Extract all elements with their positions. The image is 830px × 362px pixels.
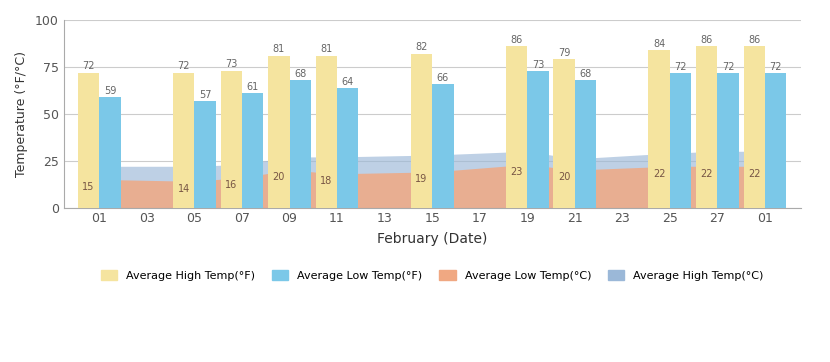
Bar <box>337 88 359 207</box>
Bar <box>765 72 786 207</box>
Text: 23: 23 <box>510 167 523 177</box>
Text: 82: 82 <box>415 42 427 52</box>
Text: 73: 73 <box>532 60 544 70</box>
Legend: Average High Temp(°F), Average Low Temp(°F), Average Low Temp(°C), Average High : Average High Temp(°F), Average Low Temp(… <box>96 266 769 285</box>
Text: 61: 61 <box>247 82 259 92</box>
Text: 81: 81 <box>273 44 285 54</box>
Text: 30: 30 <box>722 140 735 150</box>
Bar <box>315 56 337 207</box>
Bar <box>194 101 216 207</box>
Bar <box>221 71 242 207</box>
Bar <box>574 80 596 207</box>
Bar <box>173 72 194 207</box>
Bar <box>505 46 527 207</box>
Bar <box>242 93 263 207</box>
Text: 28: 28 <box>437 144 449 154</box>
Text: 29: 29 <box>674 142 686 152</box>
Text: 86: 86 <box>510 35 523 45</box>
Text: 59: 59 <box>104 86 116 96</box>
Text: 64: 64 <box>342 77 354 87</box>
Text: 23: 23 <box>247 153 259 164</box>
Bar <box>717 72 739 207</box>
Text: 66: 66 <box>437 73 449 83</box>
Text: 72: 72 <box>722 62 735 72</box>
Text: 81: 81 <box>320 44 333 54</box>
Bar <box>744 46 765 207</box>
Text: 15: 15 <box>82 182 95 191</box>
Text: 86: 86 <box>748 35 760 45</box>
Text: 26: 26 <box>579 148 592 158</box>
Text: 20: 20 <box>272 172 285 182</box>
Bar <box>290 80 311 207</box>
Text: 27: 27 <box>294 146 306 156</box>
Text: 22: 22 <box>653 169 666 178</box>
Text: 72: 72 <box>178 61 190 71</box>
Bar <box>527 71 549 207</box>
Bar <box>696 46 717 207</box>
Text: 57: 57 <box>199 90 212 100</box>
Text: 68: 68 <box>294 69 306 79</box>
Bar <box>554 59 574 207</box>
Bar <box>78 72 100 207</box>
Text: 30: 30 <box>532 140 544 150</box>
X-axis label: February (Date): February (Date) <box>377 232 487 246</box>
Text: 16: 16 <box>225 180 237 190</box>
Bar <box>100 97 120 207</box>
Text: 72: 72 <box>674 62 686 72</box>
Bar <box>432 84 453 207</box>
Text: 22: 22 <box>199 155 212 165</box>
Bar <box>670 72 691 207</box>
Text: 79: 79 <box>558 48 570 58</box>
Text: 72: 72 <box>82 61 95 71</box>
Text: 84: 84 <box>653 38 666 49</box>
Text: 27: 27 <box>341 146 354 156</box>
Text: 19: 19 <box>415 174 427 184</box>
Text: 18: 18 <box>320 176 333 186</box>
Text: 22: 22 <box>748 169 760 178</box>
Bar <box>648 50 670 207</box>
Text: 68: 68 <box>579 69 592 79</box>
Text: 22: 22 <box>104 155 116 165</box>
Text: 72: 72 <box>769 62 782 72</box>
Text: 86: 86 <box>701 35 713 45</box>
Y-axis label: Temperature (°F/°C): Temperature (°F/°C) <box>15 51 28 177</box>
Text: 73: 73 <box>225 59 237 69</box>
Text: 22: 22 <box>701 169 713 178</box>
Text: 14: 14 <box>178 184 190 194</box>
Bar <box>411 54 432 207</box>
Bar <box>268 56 290 207</box>
Text: 30: 30 <box>769 140 782 150</box>
Text: 20: 20 <box>558 172 570 182</box>
